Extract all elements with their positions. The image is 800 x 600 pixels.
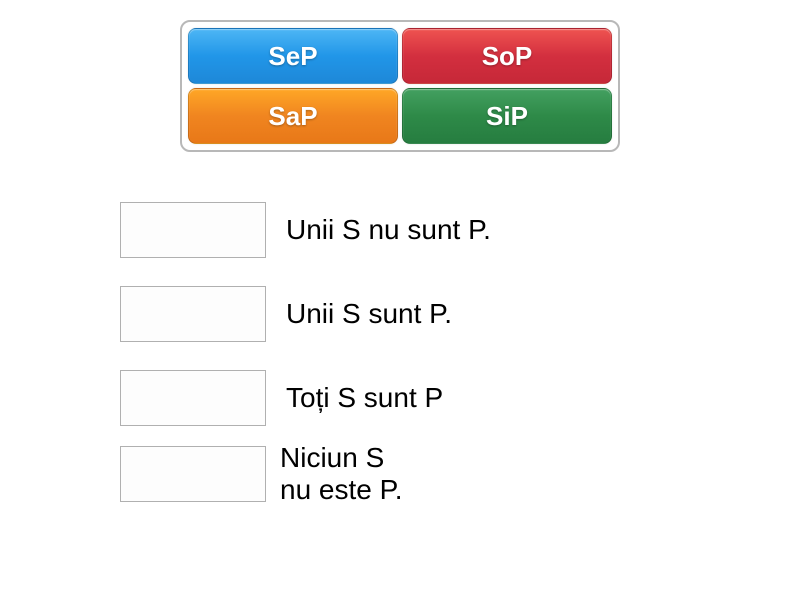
question-row: Niciun Snu este P. — [120, 442, 680, 506]
option-label: SaP — [268, 101, 317, 132]
question-row: Unii S nu sunt P. — [120, 202, 680, 258]
option-label: SoP — [482, 41, 533, 72]
question-text: Niciun Snu este P. — [280, 442, 402, 506]
question-text: Unii S sunt P. — [286, 298, 452, 330]
questions-list: Unii S nu sunt P. Unii S sunt P. Toți S … — [120, 202, 680, 506]
option-sep-button[interactable]: SeP — [188, 28, 398, 84]
option-label: SiP — [486, 101, 528, 132]
question-row: Toți S sunt P — [120, 370, 680, 426]
draggable-options-panel: SeP SoP SaP SiP — [180, 20, 620, 152]
option-label: SeP — [268, 41, 317, 72]
option-sap-button[interactable]: SaP — [188, 88, 398, 144]
option-sip-button[interactable]: SiP — [402, 88, 612, 144]
question-row: Unii S sunt P. — [120, 286, 680, 342]
option-sop-button[interactable]: SoP — [402, 28, 612, 84]
question-text: Toți S sunt P — [286, 382, 443, 414]
drop-zone[interactable] — [120, 446, 266, 502]
drop-zone[interactable] — [120, 202, 266, 258]
drop-zone[interactable] — [120, 286, 266, 342]
question-text: Unii S nu sunt P. — [286, 214, 491, 246]
drop-zone[interactable] — [120, 370, 266, 426]
